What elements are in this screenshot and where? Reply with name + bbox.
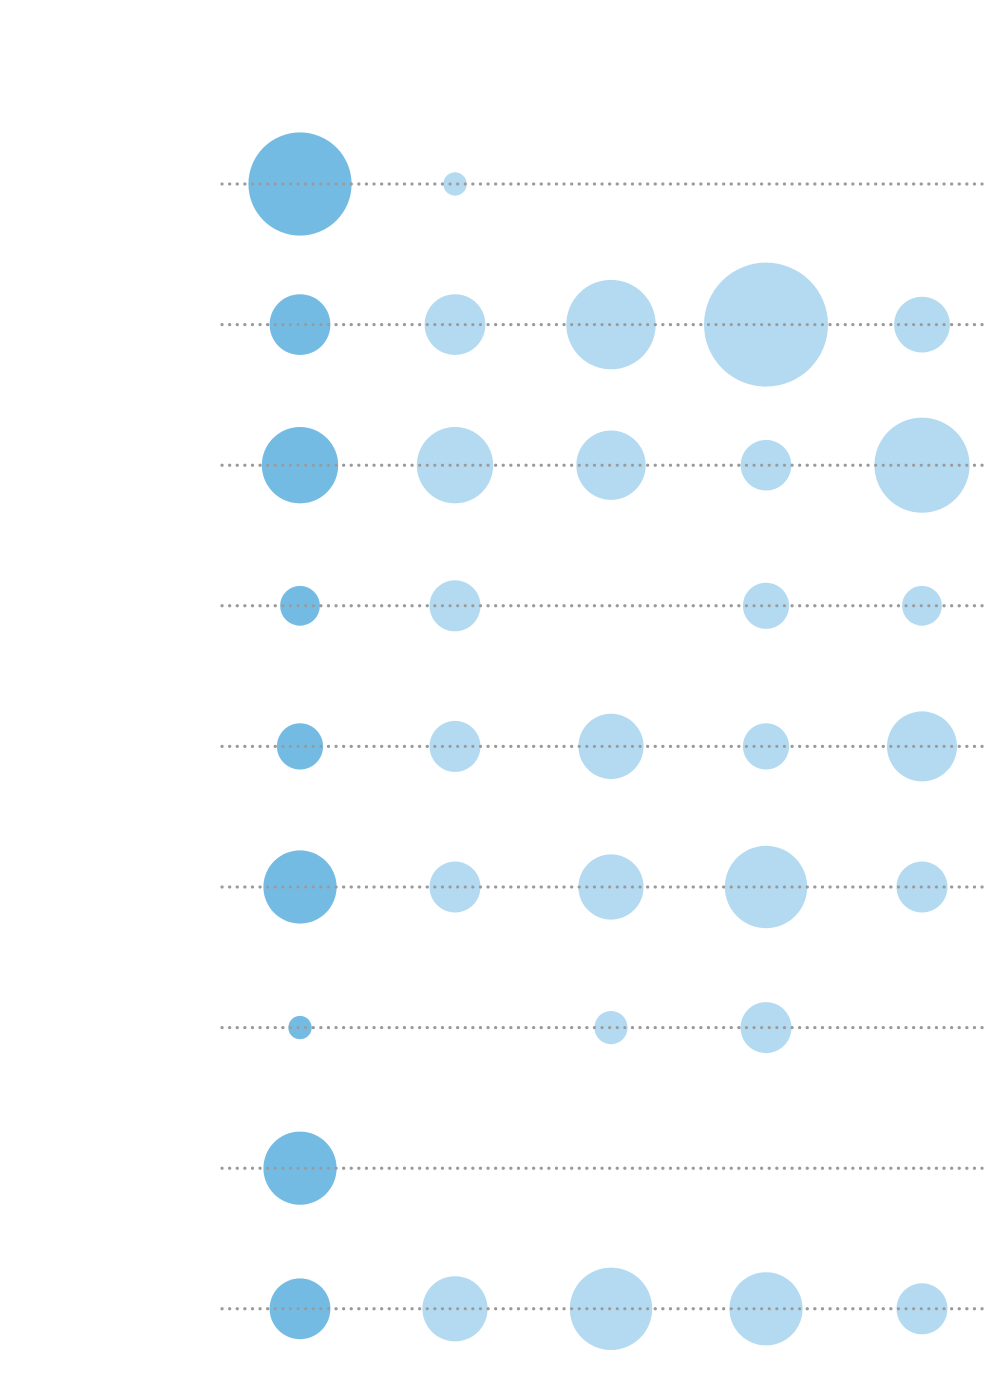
bubble-point — [288, 1015, 312, 1040]
bubble-point — [280, 585, 320, 626]
bubble-point — [263, 850, 337, 924]
bubble-point — [269, 1278, 331, 1340]
bubble-point — [729, 1272, 803, 1346]
bubble-point — [248, 132, 352, 236]
bubble-point — [261, 427, 339, 504]
bubble-point — [424, 294, 486, 355]
bubble-point — [422, 1276, 488, 1342]
bubble-point — [742, 723, 790, 770]
bubble-point — [429, 861, 481, 913]
bubble-point — [416, 427, 494, 504]
bubble-point — [742, 582, 790, 629]
bubble-point — [263, 1131, 337, 1205]
bubble-point — [704, 262, 828, 387]
bubble-point — [443, 172, 467, 196]
bubble-point — [429, 720, 481, 772]
bubble-point — [269, 294, 331, 355]
bubble-point — [724, 845, 808, 929]
bubble-point — [740, 1002, 792, 1054]
bubble-point — [429, 580, 481, 632]
bubble-point — [276, 723, 324, 770]
bubble-point — [740, 439, 792, 491]
